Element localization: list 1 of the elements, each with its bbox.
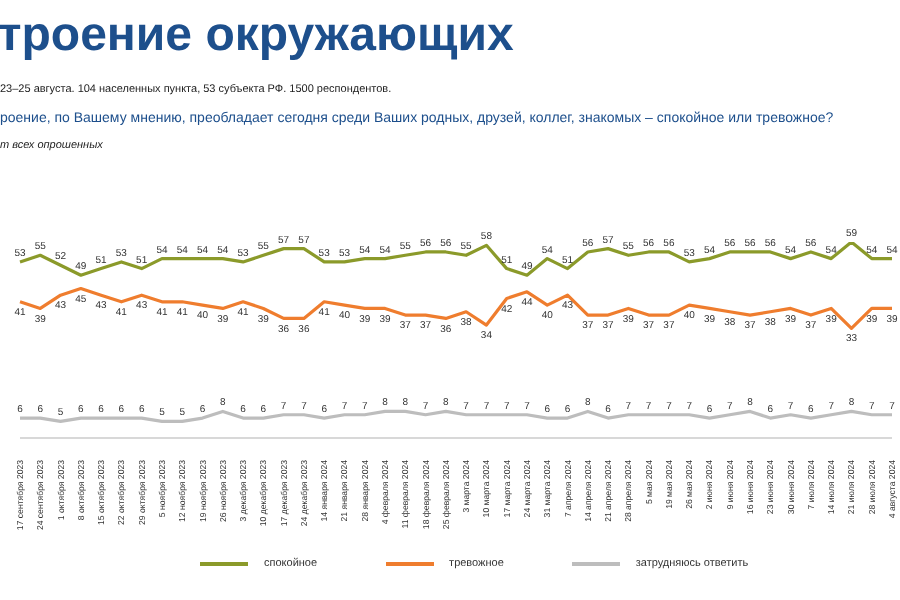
chart-title: троение окружающих [0,8,514,64]
